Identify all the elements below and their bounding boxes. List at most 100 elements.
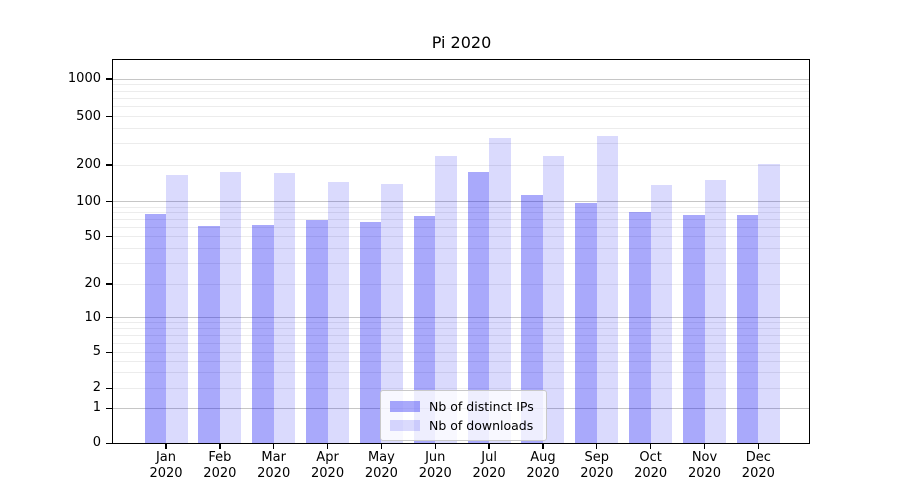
y-gridline-minor	[113, 360, 810, 362]
y-gridline-minor	[113, 84, 810, 86]
bar-distinct-ips-jun	[413, 216, 436, 444]
y-tick	[106, 387, 113, 389]
y-tick-label: 2	[92, 380, 101, 396]
y-tick	[106, 317, 113, 319]
y-gridline-minor	[113, 262, 810, 264]
x-tick	[165, 443, 167, 449]
x-tick	[649, 443, 652, 449]
y-gridline-minor	[113, 164, 810, 166]
y-gridline-minor	[113, 212, 810, 214]
y-gridline-major	[113, 78, 810, 80]
y-tick-label: 20	[84, 276, 101, 291]
bar-downloads-jan	[166, 175, 188, 444]
bar-distinct-ips-oct	[629, 211, 651, 444]
bar-downloads-sep	[596, 136, 619, 444]
legend-swatch-distinct-ips	[390, 400, 420, 412]
y-tick-label: 5	[92, 344, 101, 360]
bar-distinct-ips-jan	[144, 214, 166, 444]
x-tick-label: Mar 2020	[257, 450, 291, 481]
y-gridline-minor	[113, 106, 810, 108]
legend-item-distinct-ips: Nb of distinct IPs	[390, 399, 546, 414]
y-gridline-minor	[113, 322, 810, 324]
bar-downloads-oct	[650, 185, 673, 444]
x-tick-label: Aug 2020	[526, 450, 560, 481]
y-tick-label: 1	[92, 400, 101, 416]
x-tick	[219, 443, 221, 449]
x-tick	[757, 443, 760, 449]
x-tick-label: May 2020	[364, 450, 398, 481]
x-tick	[596, 443, 598, 449]
y-gridline-minor	[113, 90, 810, 92]
x-tick-label: Jul 2020	[472, 450, 506, 481]
bar-distinct-ips-dec	[736, 214, 759, 444]
x-tick-label: Dec 2020	[741, 450, 775, 481]
y-gridline-minor	[113, 351, 810, 353]
x-tick	[703, 443, 706, 449]
y-tick	[106, 201, 113, 203]
y-gridline-major	[113, 317, 810, 319]
bar-downloads-dec	[758, 163, 780, 444]
bar-downloads-nov	[704, 180, 726, 444]
bar-distinct-ips-aug	[521, 195, 543, 444]
bar-distinct-ips-sep	[575, 202, 597, 444]
x-tick	[488, 443, 490, 449]
x-tick-label: Oct 2020	[634, 450, 668, 481]
y-tick	[106, 351, 113, 353]
x-tick-label: Apr 2020	[311, 450, 345, 481]
bar-distinct-ips-feb	[198, 225, 220, 444]
x-tick-label: Sep 2020	[580, 450, 614, 481]
bar-downloads-aug	[542, 156, 565, 444]
y-tick	[106, 236, 113, 238]
bar-distinct-ips-nov	[683, 214, 705, 444]
y-gridline-minor	[113, 247, 810, 249]
y-gridline-minor	[113, 328, 810, 330]
bar-downloads-jun	[435, 156, 457, 444]
bar-distinct-ips-jul	[467, 171, 490, 444]
y-gridline-minor	[113, 219, 810, 221]
y-tick-label: 1000	[67, 71, 101, 86]
y-gridline-minor	[113, 226, 810, 228]
bar-downloads-mar	[273, 172, 296, 444]
y-tick-label: 0	[92, 435, 101, 451]
x-tick-label: Feb 2020	[203, 450, 237, 481]
bar-distinct-ips-may	[359, 221, 382, 444]
y-tick-label: 10	[84, 309, 101, 325]
bar-downloads-feb	[219, 171, 242, 444]
y-tick-label: 200	[76, 157, 101, 172]
y-tick	[106, 442, 113, 444]
chart-title: Pi 2020	[431, 33, 492, 52]
y-gridline-minor	[113, 116, 810, 118]
y-tick	[106, 283, 113, 285]
x-tick	[434, 443, 436, 449]
x-tick	[273, 443, 275, 449]
x-tick	[542, 443, 544, 449]
legend-label-distinct-ips: Nb of distinct IPs	[429, 398, 534, 414]
legend: Nb of distinct IPs Nb of downloads	[380, 390, 547, 441]
legend-swatch-downloads	[390, 419, 420, 431]
bar-distinct-ips-apr	[306, 220, 328, 444]
bar-downloads-apr	[327, 181, 350, 444]
y-tick	[106, 164, 113, 166]
legend-label-downloads: Nb of downloads	[429, 417, 534, 433]
y-gridline-minor	[113, 143, 810, 145]
y-gridline-minor	[113, 335, 810, 336]
y-tick	[106, 407, 113, 409]
y-tick	[106, 116, 113, 118]
y-gridline-minor	[113, 127, 810, 129]
legend-item-downloads: Nb of downloads	[390, 418, 546, 433]
y-tick	[106, 78, 113, 80]
y-tick-label: 100	[76, 193, 101, 209]
y-gridline-major	[113, 201, 810, 203]
y-tick-label: 500	[76, 108, 101, 124]
bar-downloads-may	[381, 183, 403, 444]
bar-distinct-ips-mar	[252, 225, 274, 444]
y-gridline-minor	[113, 97, 810, 99]
y-tick-label: 50	[84, 228, 101, 244]
x-tick-label: Jan 2020	[149, 450, 183, 481]
y-gridline-minor	[113, 387, 810, 389]
y-gridline-minor	[113, 342, 810, 344]
y-gridline-minor	[113, 206, 810, 208]
y-gridline-minor	[113, 236, 810, 238]
y-gridline-minor	[113, 371, 810, 373]
